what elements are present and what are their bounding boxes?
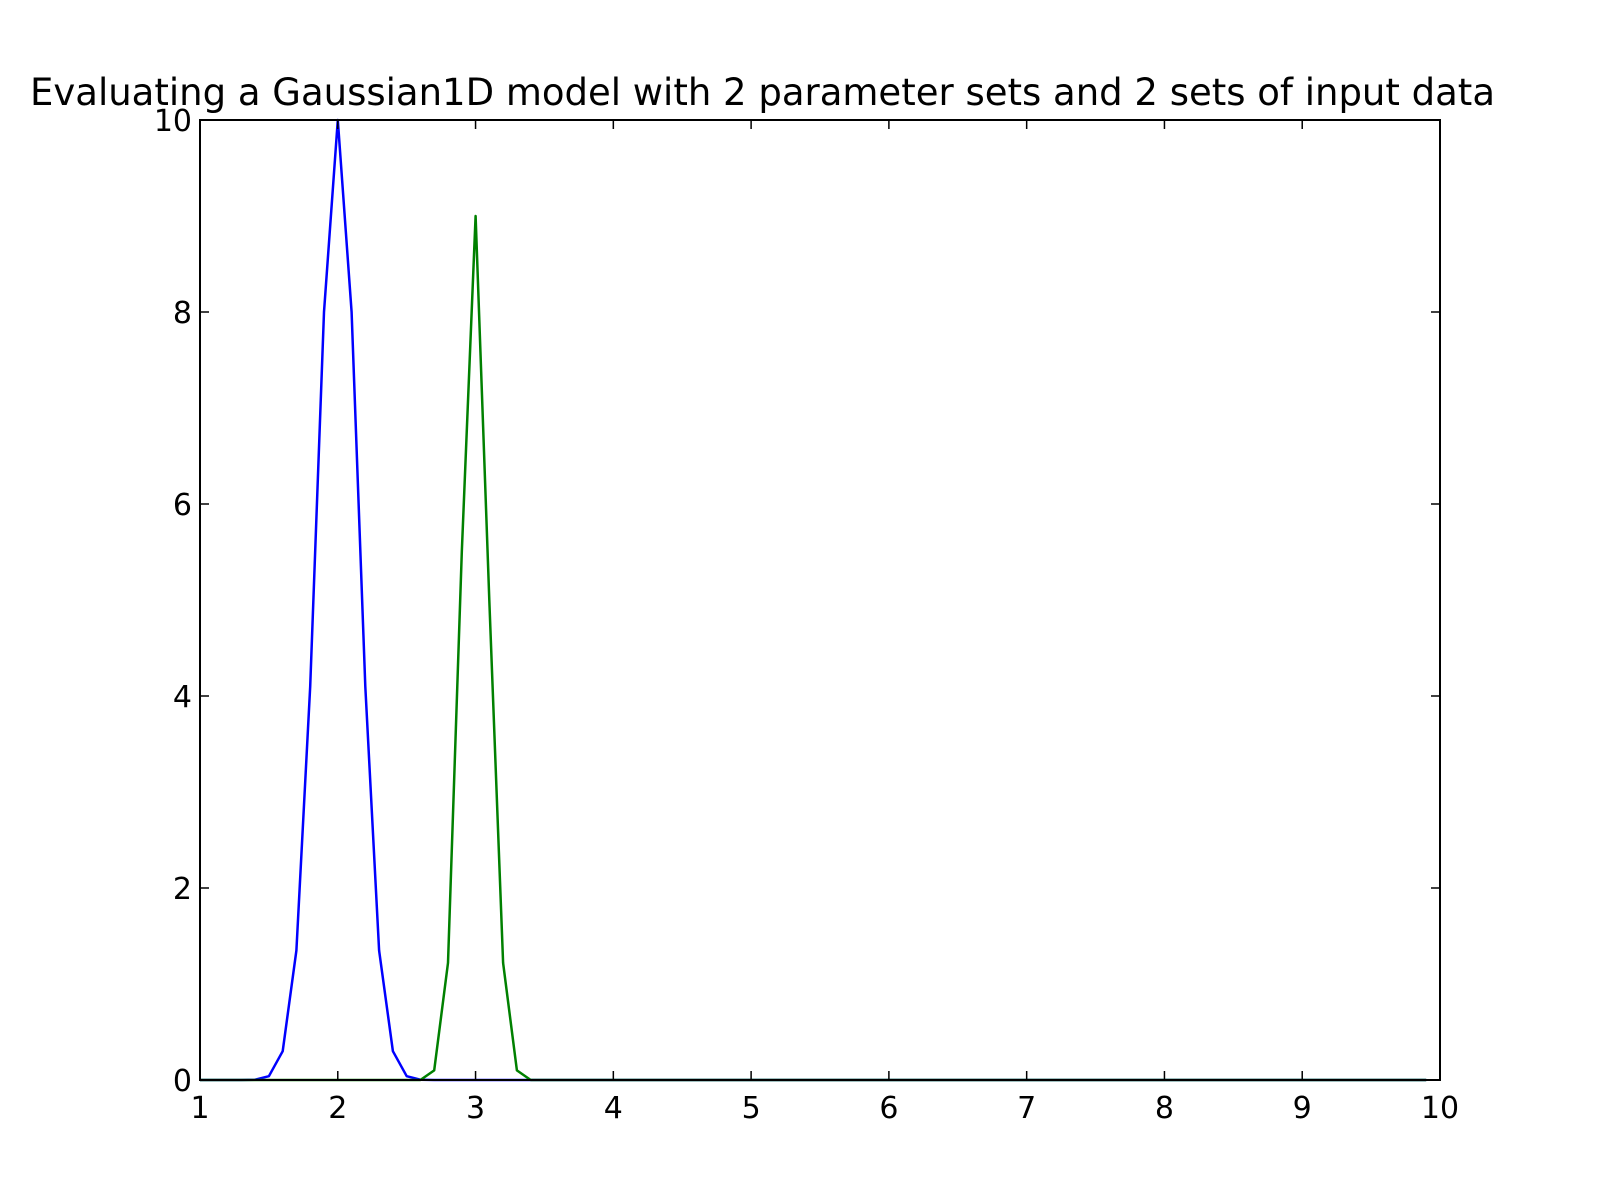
chart-title: Evaluating a Gaussian1D model with 2 par… bbox=[30, 71, 1495, 114]
x-tick-label: 6 bbox=[879, 1091, 898, 1126]
x-axis-ticks: 1 2 3 4 5 6 7 8 9 10 bbox=[190, 120, 1459, 1126]
x-tick-label: 10 bbox=[1421, 1091, 1459, 1126]
y-tick-label: 2 bbox=[173, 872, 192, 907]
x-tick-label: 7 bbox=[1017, 1091, 1036, 1126]
x-tick-label: 1 bbox=[190, 1091, 209, 1126]
plot-frame bbox=[199, 119, 1441, 1081]
y-tick-label: 8 bbox=[173, 296, 192, 331]
y-tick-label: 6 bbox=[173, 488, 192, 523]
plot-lines bbox=[200, 118, 1427, 1082]
y-axis-ticks: 0 2 4 6 8 10 bbox=[154, 104, 1440, 1099]
x-tick-label: 4 bbox=[604, 1091, 623, 1126]
y-tick-label: 0 bbox=[173, 1064, 192, 1099]
x-tick-label: 8 bbox=[1155, 1091, 1174, 1126]
x-tick-label: 3 bbox=[466, 1091, 485, 1126]
x-tick-label: 2 bbox=[328, 1091, 347, 1126]
x-tick-label: 5 bbox=[742, 1091, 761, 1126]
y-tick-label: 4 bbox=[173, 680, 192, 715]
x-tick-label: 9 bbox=[1293, 1091, 1312, 1126]
y-tick-label: 10 bbox=[154, 104, 192, 139]
series-line-1 bbox=[200, 118, 1427, 1082]
series-line-2 bbox=[200, 214, 1427, 1082]
